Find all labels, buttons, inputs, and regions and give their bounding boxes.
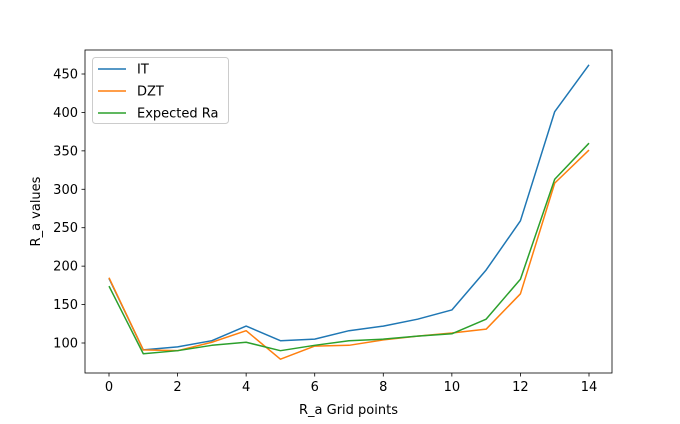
series-line-it — [108, 64, 590, 351]
y-tick-label: 350 — [53, 144, 78, 159]
y-tick-label: 450 — [53, 68, 78, 83]
plot-frame — [84, 49, 613, 374]
legend-label: Expected Ra — [137, 107, 219, 122]
x-axis-label: R_a Grid points — [299, 403, 398, 418]
x-tick-label: 4 — [242, 380, 250, 395]
legend-label: IT — [137, 63, 149, 78]
y-tick-label: 150 — [53, 298, 78, 313]
y-tick-label: 300 — [53, 183, 78, 198]
x-tick-label: 0 — [105, 380, 113, 395]
x-tick-label: 14 — [581, 380, 598, 395]
series-line-expected-ra — [108, 142, 590, 355]
series-line-dzt — [108, 149, 590, 360]
y-tick-label: 200 — [53, 260, 78, 275]
y-axis-label: R_a values — [29, 176, 44, 246]
legend-box — [92, 57, 229, 124]
x-tick-label: 6 — [311, 380, 319, 395]
legend-label: DZT — [137, 85, 164, 100]
y-tick-label: 100 — [53, 337, 78, 352]
x-tick-label: 10 — [444, 380, 461, 395]
x-tick-label: 8 — [379, 380, 387, 395]
y-tick-label: 400 — [53, 106, 78, 121]
x-tick-label: 12 — [512, 380, 529, 395]
x-tick-label: 2 — [173, 380, 181, 395]
y-tick-label: 250 — [53, 221, 78, 236]
